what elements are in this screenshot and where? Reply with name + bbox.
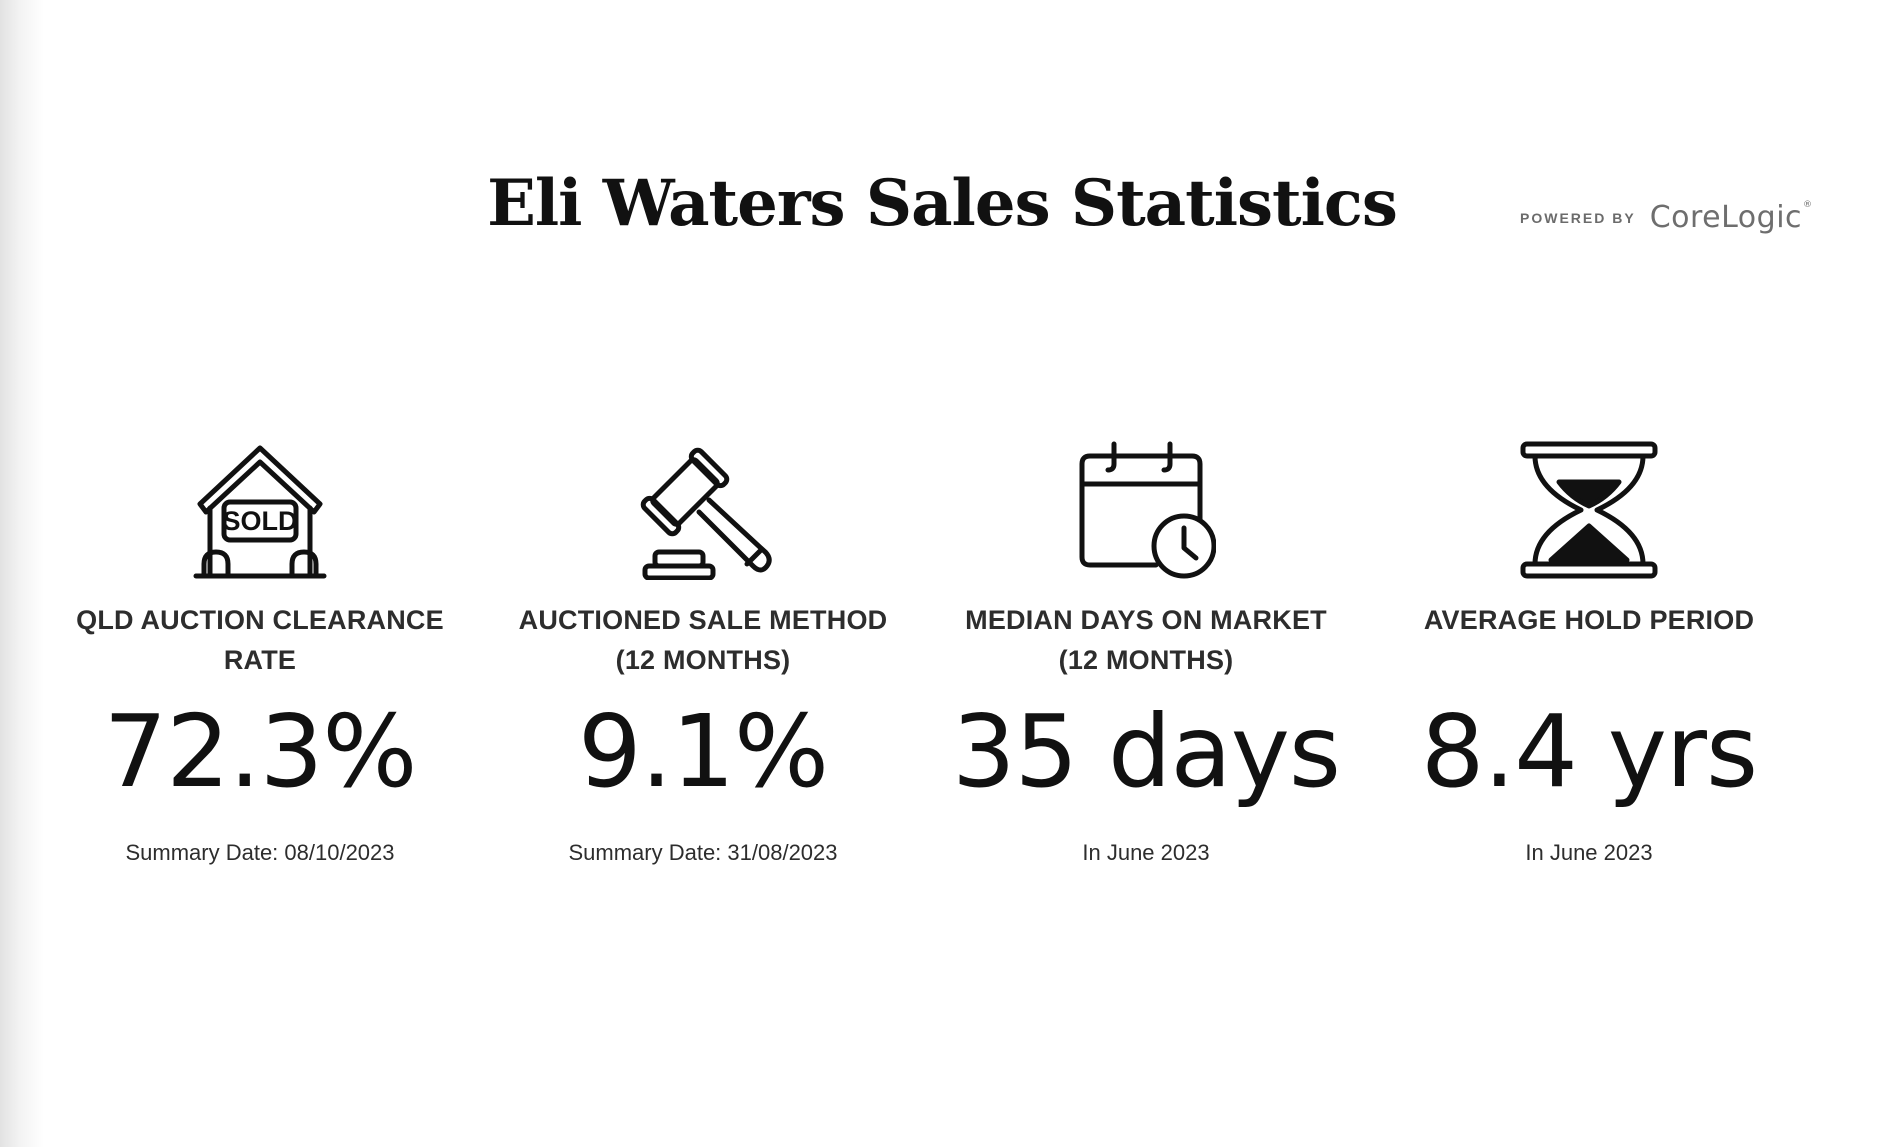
stat-card-average-hold-period: AVERAGE HOLD PERIOD 8.4 yrs In June 2023 [1369, 440, 1809, 880]
stat-card-median-days-on-market: MEDIAN DAYS ON MARKET (12 MONTHS) 35 day… [926, 440, 1366, 880]
stat-note: Summary Date: 31/08/2023 [568, 840, 838, 865]
stat-value: 72.3% [103, 693, 418, 810]
stat-label-line: (12 MONTHS) [615, 645, 791, 675]
stat-label-line: AUCTIONED SALE METHOD [518, 605, 888, 635]
stat-label: AUCTIONED SALE METHOD (12 MONTHS) [483, 600, 923, 680]
stat-note: In June 2023 [1082, 840, 1210, 865]
left-edge-shadow [0, 0, 44, 1147]
stat-label-line: AVERAGE HOLD PERIOD [1423, 605, 1755, 635]
sold-house-icon: SOLD [193, 445, 327, 579]
stat-note: Summary Date: 08/10/2023 [125, 840, 395, 865]
stat-label: QLD AUCTION CLEARANCE RATE [40, 600, 480, 680]
gavel-icon [640, 447, 772, 580]
registered-mark: ® [1803, 200, 1813, 210]
brand-name: CoreLogic [1649, 200, 1803, 235]
powered-by-corelogic: POWERED BY CoreLogic® [1520, 200, 1813, 235]
stat-label-line: MEDIAN DAYS ON MARKET [965, 605, 1327, 635]
page-title: Eli Waters Sales Statistics [487, 166, 1398, 241]
stat-value: 9.1% [577, 693, 829, 810]
stat-label: MEDIAN DAYS ON MARKET (12 MONTHS) [926, 600, 1366, 680]
stat-card-clearance-rate: SOLD QLD AUCTION CLEARANCE RATE 72.3% Su… [40, 440, 480, 880]
stat-label-line: QLD AUCTION CLEARANCE RATE [76, 605, 444, 675]
stats-row: SOLD QLD AUCTION CLEARANCE RATE 72.3% Su… [40, 440, 1840, 880]
stat-label: AVERAGE HOLD PERIOD [1369, 600, 1809, 640]
stat-value: 8.4 yrs [1420, 693, 1758, 810]
stat-label-line: (12 MONTHS) [1058, 645, 1234, 675]
calendar-clock-icon [1079, 441, 1216, 579]
powered-by-label: POWERED BY [1520, 209, 1636, 226]
stat-card-auctioned-sale-method: AUCTIONED SALE METHOD (12 MONTHS) 9.1% S… [483, 440, 923, 880]
corelogic-logo: CoreLogic® [1650, 200, 1813, 235]
svg-text:SOLD: SOLD [222, 506, 297, 536]
hourglass-icon [1520, 441, 1658, 579]
stat-note: In June 2023 [1525, 840, 1653, 865]
stat-value: 35 days [951, 693, 1341, 810]
